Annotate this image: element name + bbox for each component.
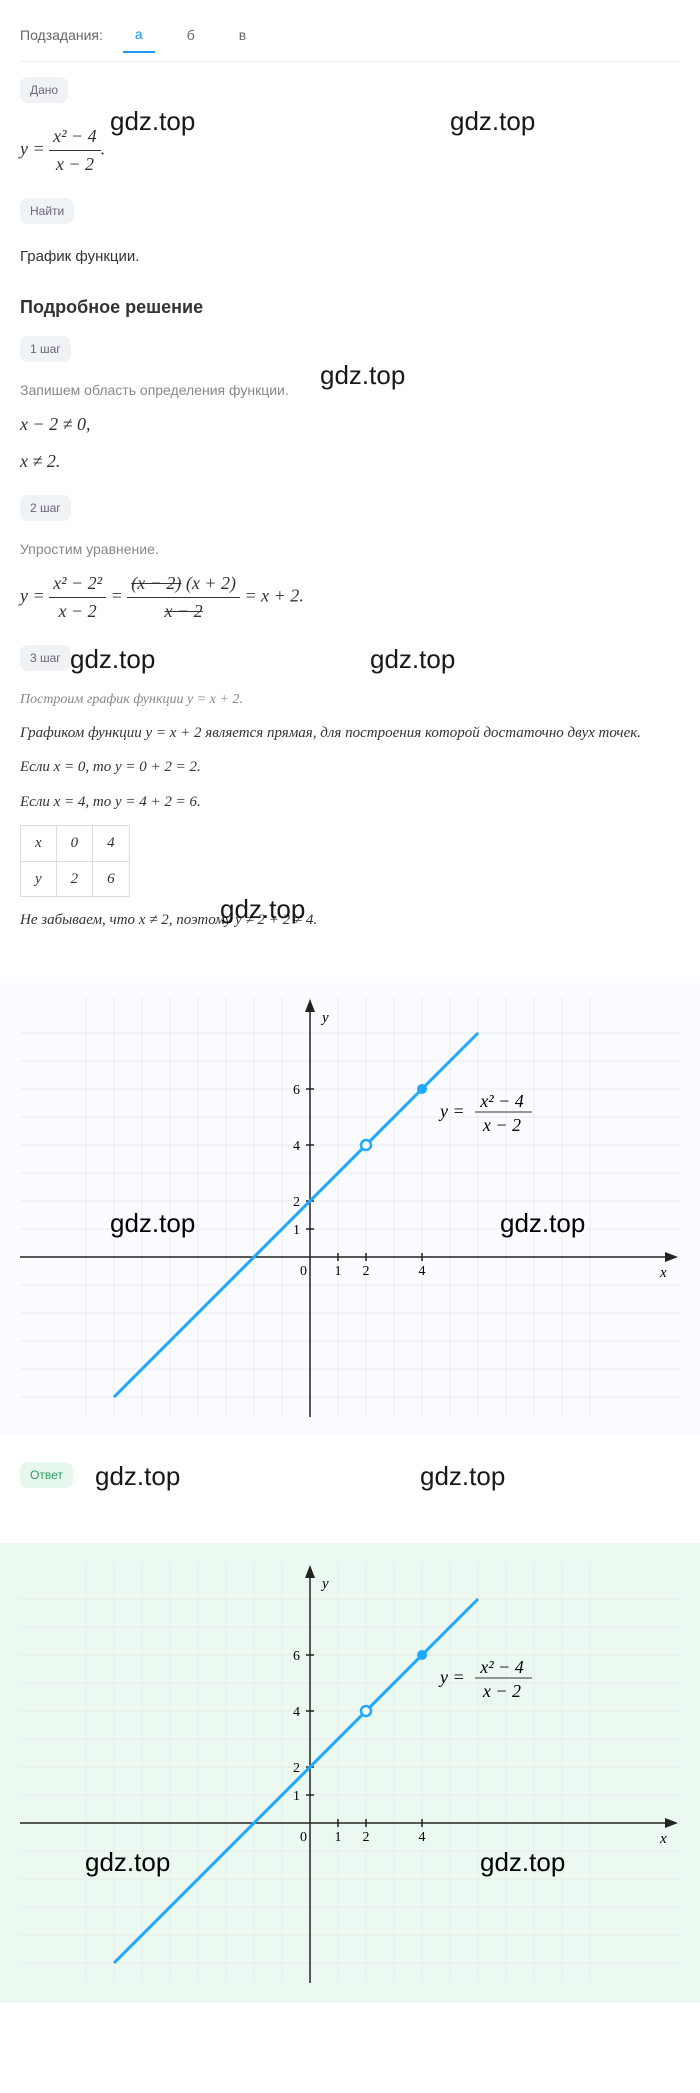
table-row: y 2 6 — [21, 861, 130, 897]
find-text: График функции. — [20, 246, 680, 269]
svg-text:x − 2: x − 2 — [482, 1681, 521, 1701]
svg-text:4: 4 — [419, 1830, 426, 1845]
subtasks-bar: Подзадания: а б в — [20, 10, 680, 62]
svg-text:y: y — [320, 1576, 329, 1592]
svg-text:1: 1 — [335, 1264, 342, 1279]
step2-badge: 2 шаг — [20, 495, 71, 521]
svg-text:2: 2 — [293, 1761, 300, 1776]
step1-desc: Запишем область определения функции. — [20, 380, 680, 401]
svg-text:6: 6 — [293, 1083, 300, 1098]
graph-svg: 1 2 4 1 2 4 6 0 x y y = x² − 4 x − 2 gdz.top gdz.top — [20, 997, 680, 1417]
watermark: gdz.top — [95, 1457, 180, 1496]
step3-section: 3 шаг gdz.top gdz.top Построим график фу… — [20, 645, 680, 932]
svg-text:4: 4 — [419, 1264, 426, 1279]
svg-text:x: x — [659, 1831, 667, 1847]
svg-text:4: 4 — [293, 1705, 300, 1720]
subtasks-label: Подзадания: — [20, 25, 103, 46]
svg-text:gdz.top: gdz.top — [500, 1208, 585, 1238]
watermark: gdz.top — [420, 1457, 505, 1496]
tab-a[interactable]: а — [123, 18, 155, 53]
svg-text:0: 0 — [300, 1830, 307, 1845]
svg-text:4: 4 — [293, 1139, 300, 1154]
step3-text2b: Если x = 4, то y = 4 + 2 = 6. — [20, 791, 680, 814]
step3-desc: Построим график функции y = x + 2. — [20, 689, 680, 710]
svg-text:0: 0 — [300, 1264, 307, 1279]
step1-line1: x − 2 ≠ 0, — [20, 411, 680, 438]
svg-text:2: 2 — [363, 1830, 370, 1845]
answer-badge: Ответ — [20, 1462, 73, 1488]
step3-text2a: Если x = 0, то y = 0 + 2 = 2. — [20, 756, 680, 779]
graph-svg-answer: 1 2 4 1 2 4 6 0 x y y = x² − 4 x − 2 gdz.top gdz.top — [20, 1563, 680, 1983]
solution-heading: Подробное решение — [20, 294, 680, 321]
step3-text1: Графиком функции y = x + 2 является прям… — [20, 722, 680, 745]
step2-formula: y = x² − 2² x − 2 = (x − 2) (x + 2) x − … — [20, 570, 680, 625]
given-badge: Дано — [20, 77, 68, 103]
svg-text:gdz.top: gdz.top — [85, 1847, 170, 1877]
find-badge: Найти — [20, 198, 74, 224]
svg-text:y: y — [320, 1010, 329, 1026]
svg-text:x: x — [659, 1265, 667, 1281]
graph-answer: 1 2 4 1 2 4 6 0 x y y = x² − 4 x − 2 gdz.top gdz.top — [0, 1543, 700, 2003]
watermark: gdz.top — [370, 640, 455, 679]
find-section: Найти График функции. — [20, 198, 680, 269]
svg-text:6: 6 — [293, 1649, 300, 1664]
step1-line2: x ≠ 2. — [20, 448, 680, 475]
answer-section: Ответ gdz.top gdz.top — [20, 1462, 680, 1498]
svg-text:x² − 4: x² − 4 — [479, 1657, 524, 1677]
graph-main: 1 2 4 1 2 4 6 0 x y y = x² − 4 x − 2 gdz.top gdz.top — [0, 977, 700, 1437]
given-section: Дано y = x² − 4 x − 2 . gdz.top gdz.top — [20, 77, 680, 178]
step3-badge: 3 шаг — [20, 645, 71, 671]
points-table: x 0 4 y 2 6 — [20, 825, 130, 897]
step1-badge: 1 шаг — [20, 336, 71, 362]
svg-text:1: 1 — [335, 1830, 342, 1845]
svg-text:2: 2 — [363, 1264, 370, 1279]
tab-b[interactable]: б — [175, 19, 207, 52]
svg-text:x² − 4: x² − 4 — [479, 1091, 524, 1111]
step1-section: 1 шаг Запишем область определения функци… — [20, 336, 680, 475]
table-row: x 0 4 — [21, 826, 130, 862]
step2-section: 2 шаг Упростим уравнение. y = x² − 2² x … — [20, 495, 680, 625]
svg-text:gdz.top: gdz.top — [110, 1208, 195, 1238]
svg-text:2: 2 — [293, 1195, 300, 1210]
svg-text:1: 1 — [293, 1223, 300, 1238]
step3-text3: Не забываем, что x ≠ 2, поэтому y ≠ 2 + … — [20, 909, 680, 932]
svg-text:y =: y = — [438, 1667, 465, 1687]
svg-text:y =: y = — [438, 1101, 465, 1121]
step2-desc: Упростим уравнение. — [20, 539, 680, 560]
svg-text:x − 2: x − 2 — [482, 1115, 521, 1135]
tab-v[interactable]: в — [227, 19, 258, 52]
svg-text:1: 1 — [293, 1789, 300, 1804]
svg-text:gdz.top: gdz.top — [480, 1847, 565, 1877]
watermark: gdz.top — [70, 640, 155, 679]
given-formula: y = x² − 4 x − 2 . — [20, 123, 680, 178]
